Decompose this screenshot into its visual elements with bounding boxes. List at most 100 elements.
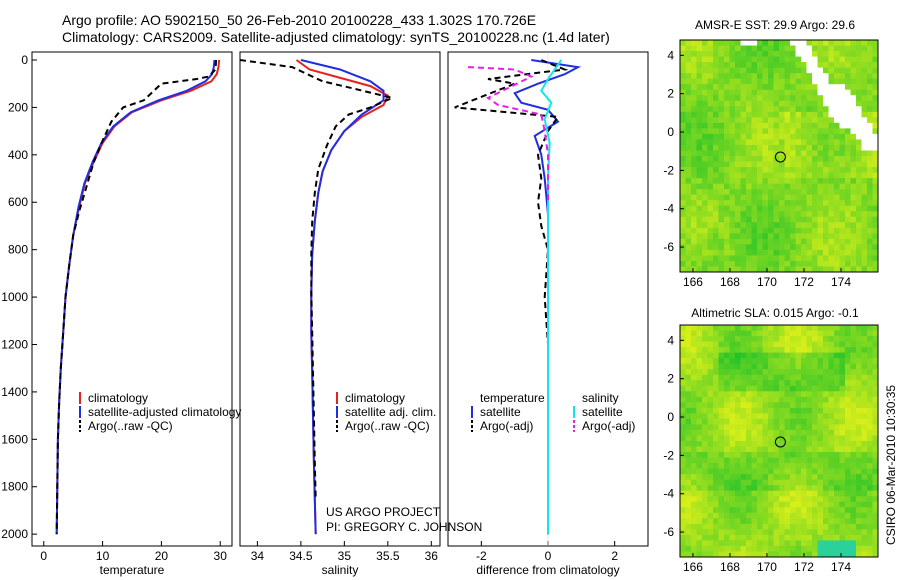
map-cell (839, 244, 846, 251)
map-cell (856, 518, 862, 525)
map-cell (768, 117, 774, 124)
map-cell (773, 106, 780, 113)
map-cell (790, 352, 796, 359)
map-cell (696, 194, 703, 201)
map-cell (702, 391, 708, 398)
map-cell (757, 446, 763, 453)
map-cell (751, 545, 758, 552)
map-cell (751, 111, 758, 118)
map-cell (834, 523, 840, 530)
map-cell (806, 474, 813, 481)
map-cell (680, 150, 686, 157)
map-cell (757, 255, 763, 262)
map-cell (856, 117, 862, 124)
map-cell (773, 479, 780, 486)
map-cell (856, 523, 862, 530)
map-cell (702, 490, 708, 497)
map-cell (795, 474, 802, 481)
map-cell (702, 501, 708, 508)
map-cell (801, 330, 807, 337)
map-cell (856, 56, 862, 63)
map-cell (762, 358, 769, 365)
map-cell (762, 233, 769, 240)
map-cell (762, 244, 769, 251)
map-cell (680, 67, 686, 74)
map-cell (817, 446, 824, 453)
map-cell (707, 238, 714, 245)
map-cell (751, 67, 758, 74)
map-cell (817, 441, 824, 447)
map-cell (817, 133, 824, 140)
map-cell (850, 551, 857, 558)
map-cell (861, 227, 868, 234)
map-cell (718, 144, 725, 151)
map-cell (823, 62, 829, 69)
map-cell (806, 260, 813, 267)
map-cell (707, 100, 714, 107)
map-cell (823, 95, 829, 102)
map-cell (817, 468, 824, 475)
map-cell (707, 51, 714, 57)
map-cell (828, 402, 835, 409)
map-cell (729, 507, 736, 514)
map-cell (817, 56, 824, 63)
map-ytick-label: -6 (663, 525, 674, 539)
map-cell (817, 244, 824, 251)
map-cell (867, 457, 873, 464)
map-cell (680, 336, 686, 342)
map-cell (839, 479, 846, 486)
map-cell (867, 529, 873, 536)
map-cell (773, 227, 780, 234)
map-cell (823, 529, 829, 536)
map-cell (729, 457, 736, 464)
map-cell (735, 529, 741, 536)
map-cell (823, 222, 829, 229)
map-cell (702, 117, 708, 124)
map-cell (839, 418, 846, 425)
map-cell (757, 479, 763, 486)
map-cell (773, 523, 780, 530)
map-cell (779, 540, 785, 547)
map-cell (751, 407, 758, 414)
map-cell (839, 178, 846, 185)
map-cell (834, 156, 840, 162)
map-cell (784, 178, 791, 185)
map-cell (740, 205, 747, 212)
map-cell (751, 161, 758, 168)
map-cell (790, 479, 796, 486)
map-cell (718, 255, 725, 262)
map-cell (735, 463, 741, 470)
map-cell (856, 216, 862, 223)
map-cell (861, 507, 868, 514)
map-cell (680, 172, 686, 179)
map-cell (801, 133, 807, 140)
map-cell (724, 463, 730, 470)
map-cell (828, 233, 835, 240)
map-cell (779, 167, 785, 173)
map-cell (768, 73, 774, 80)
map-cell (746, 78, 752, 85)
map-cell (762, 507, 769, 514)
map-cell (729, 424, 736, 431)
map-cell (872, 172, 879, 179)
map-cell (757, 128, 763, 135)
map-cell (696, 200, 703, 207)
map-cell (729, 238, 736, 245)
map-cell (850, 424, 857, 431)
map-cell (691, 84, 697, 91)
map-cell (768, 249, 774, 256)
map-cell (823, 468, 829, 475)
map-cell (872, 100, 879, 107)
map-cell (856, 62, 862, 69)
map-cell (806, 194, 813, 201)
map-cell (762, 78, 769, 85)
map-cell (691, 238, 697, 245)
map-cell (790, 551, 796, 558)
map-cell (784, 418, 791, 425)
map-cell (834, 73, 840, 80)
map-cell (707, 330, 714, 337)
map-cell (795, 56, 802, 63)
map-cell (790, 156, 796, 162)
map-cell (801, 429, 807, 436)
map-cell (812, 111, 818, 118)
